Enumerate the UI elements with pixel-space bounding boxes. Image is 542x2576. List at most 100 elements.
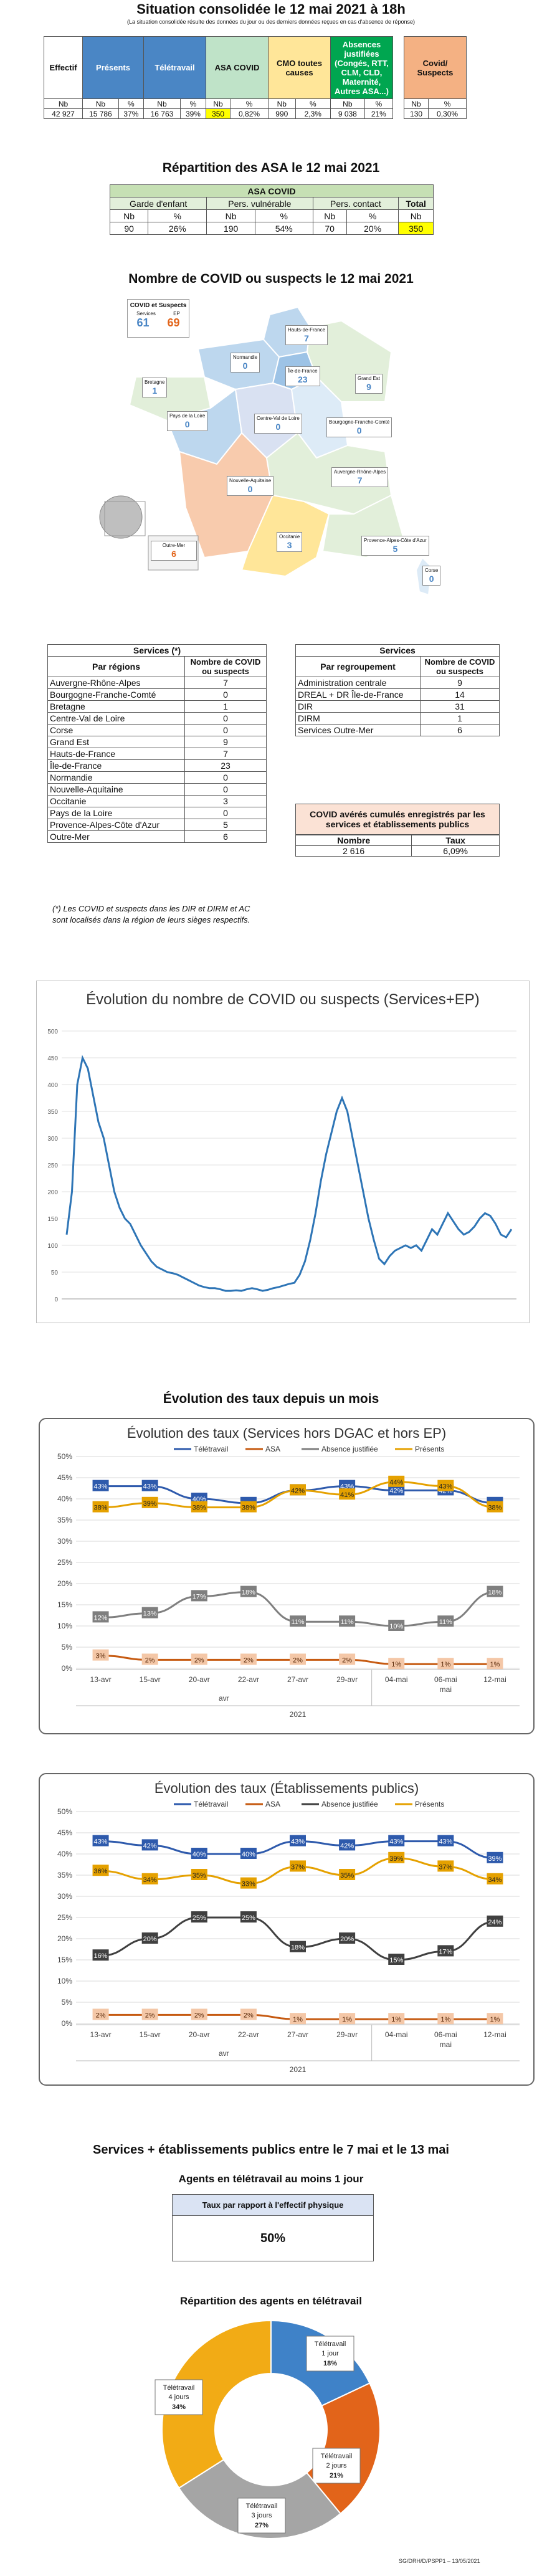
region-label: Grand Est 9 xyxy=(355,374,383,394)
y-tick-label: 0% xyxy=(62,1664,73,1673)
region-label: Nouvelle-Aquitaine 0 xyxy=(227,476,274,497)
value-cell: 0,30% xyxy=(428,108,467,119)
slice-value: 21% xyxy=(330,2472,343,2479)
pie-title: Répartition des agents en télétravail xyxy=(180,2295,362,2307)
value-cell: 990 xyxy=(268,108,296,119)
covid-chart: 0 50 100 150 200 250 300 350 400 450 500 xyxy=(47,1029,516,1303)
table-row: Corse 0 xyxy=(47,724,267,736)
y-tick-label: 50% xyxy=(57,1807,72,1816)
y-tick-label: 30% xyxy=(57,1892,72,1901)
y-tick-label: 0 xyxy=(54,1296,58,1303)
row-label: DIRM xyxy=(295,712,421,725)
row-value: 5 xyxy=(184,819,267,831)
y-tick-label: 20% xyxy=(57,1579,72,1588)
row-label: DIR xyxy=(295,700,421,713)
table-row: Bretagne 1 xyxy=(47,700,267,713)
legend-label: ASA xyxy=(265,1800,280,1808)
x-tick-label: 29-avr xyxy=(336,1675,358,1684)
table-row: DIR 31 xyxy=(295,700,500,713)
value-cell: 9 038 xyxy=(330,108,365,119)
row-value: 0 xyxy=(184,712,267,725)
asa-group: Garde d'enfant xyxy=(109,197,207,210)
data-label-box xyxy=(290,1615,306,1627)
asa-table-title: ASA COVID xyxy=(110,184,434,197)
data-label: 10% xyxy=(389,1623,403,1630)
data-label-box xyxy=(240,2008,257,2020)
data-label: 3% xyxy=(96,1653,106,1660)
value-cell: 2,3% xyxy=(295,108,331,119)
data-label-box xyxy=(240,1848,257,1859)
ep-box-title: COVID avérés cumulés enregistrés par les… xyxy=(295,804,500,835)
row-label: Bretagne xyxy=(47,700,185,713)
map-legend-a-value: 61 xyxy=(136,316,150,329)
asa-sub: Nb xyxy=(206,209,255,222)
legend-label: Télétravail xyxy=(194,1800,228,1808)
row-label: Hauts-de-France xyxy=(47,748,185,760)
asa-value: 70 xyxy=(312,222,347,235)
services-footnote: (*) Les COVID et suspects dans les DIR e… xyxy=(52,904,250,925)
situation-table: Effectif Présents Télétravail ASA COVID … xyxy=(44,36,467,119)
data-label-box xyxy=(240,1653,257,1665)
table-row: Bourgogne-Franche-Comté 0 xyxy=(47,688,267,701)
table-row: Nouvelle-Aquitaine 0 xyxy=(47,783,267,796)
slice-label: Télétravail xyxy=(321,2453,353,2460)
y-tick-label: 30% xyxy=(57,1537,72,1546)
data-label-box xyxy=(141,1496,158,1508)
row-value: 1 xyxy=(420,712,500,725)
slice-value: 18% xyxy=(323,2360,337,2367)
data-label: 43% xyxy=(439,1838,452,1846)
sub-cell: Nb xyxy=(330,98,365,109)
data-label-box xyxy=(141,1480,158,1491)
value-cell: 39% xyxy=(179,108,207,119)
y-tick-label: 400 xyxy=(47,1082,58,1089)
row-value: 0 xyxy=(184,724,267,736)
region-label: Bretagne 1 xyxy=(142,378,168,398)
asa-group: Total xyxy=(398,197,434,210)
x-group-label: mai xyxy=(440,2040,452,2049)
data-label-box xyxy=(240,1911,257,1922)
services-regions-title: Services (*) xyxy=(47,644,267,657)
region-label: Bourgogne-Franche-Comté 0 xyxy=(326,417,392,438)
data-label-box xyxy=(191,1869,207,1880)
region-label: Île-de-France 23 xyxy=(285,366,320,387)
data-label: 38% xyxy=(193,1504,206,1512)
sub-cell: Nb xyxy=(268,98,296,109)
legend-label: Présents xyxy=(415,1445,444,1453)
y-tick-label: 200 xyxy=(47,1189,58,1196)
asa-group: Pers. vulnérable xyxy=(206,197,313,210)
data-label: 40% xyxy=(193,1851,206,1858)
legend-label: Télétravail xyxy=(194,1445,228,1453)
ep-nombre: 2 616 xyxy=(295,845,412,857)
col-header: Par regroupement xyxy=(295,656,421,677)
data-label: 15% xyxy=(389,1957,403,1964)
data-label: 1% xyxy=(490,2016,500,2023)
data-label: 12% xyxy=(94,1614,108,1622)
sub-cell: % xyxy=(118,98,145,109)
data-label-box xyxy=(240,1877,257,1889)
col-teletravail: Télétravail xyxy=(143,36,206,99)
map-legend-b-value: 69 xyxy=(167,316,180,329)
col-covid: Covid/ Suspects xyxy=(404,36,467,99)
data-label-box xyxy=(487,1873,503,1884)
sub-cell: Nb xyxy=(143,98,181,109)
data-label: 2% xyxy=(293,1656,303,1664)
data-label-box xyxy=(141,1932,158,1944)
data-label: 13% xyxy=(143,1610,157,1618)
data-label: 1% xyxy=(440,1661,450,1668)
data-label: 1% xyxy=(490,1661,500,1668)
row-label: Nouvelle-Aquitaine xyxy=(47,783,185,796)
data-label: 1% xyxy=(391,2016,401,2023)
data-label-box xyxy=(388,1835,405,1846)
x-tick-label: 13-avr xyxy=(90,1675,112,1684)
col-presents: Présents xyxy=(82,36,144,99)
outre-mer-label: Outre-Mer 6 xyxy=(151,541,197,561)
region-label: Auvergne-Rhône-Alpes 7 xyxy=(331,467,389,488)
row-value: 23 xyxy=(184,759,267,772)
y-tick-label: 35% xyxy=(57,1871,72,1880)
taux-ep-chart: 0% 5% 10% 15% 20% 25% 30% 35% 40% 45% 50% Télétrava… xyxy=(57,1800,520,2074)
asa-sub: Nb xyxy=(109,209,149,222)
data-label-box xyxy=(92,1501,109,1513)
y-tick-label: 50% xyxy=(57,1452,72,1461)
region-label: Corse 0 xyxy=(422,566,441,586)
data-label: 38% xyxy=(94,1504,108,1512)
